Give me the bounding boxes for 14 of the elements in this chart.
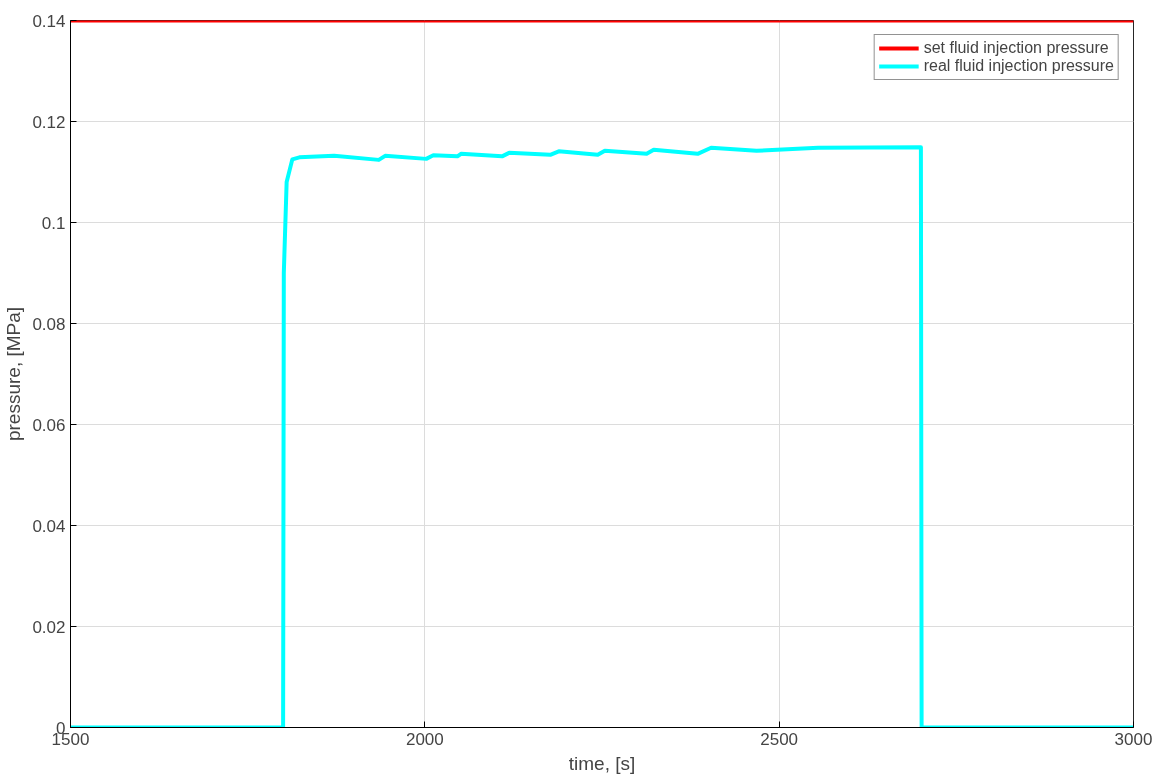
y-axis-title: pressure, [MPa] bbox=[3, 306, 25, 442]
y-tick-label: 0.04 bbox=[32, 516, 66, 536]
legend-label: set fluid injection pressure bbox=[923, 39, 1109, 57]
x-tick-label: 2000 bbox=[405, 729, 444, 749]
y-tick-label: 0.12 bbox=[32, 112, 66, 132]
y-tick-label: 0.08 bbox=[32, 314, 66, 334]
y-tick-label: 0.06 bbox=[32, 415, 66, 435]
x-tick-label: 3000 bbox=[1114, 729, 1153, 749]
x-tick-label: 2500 bbox=[760, 729, 799, 749]
legend-label: real fluid injection pressure bbox=[923, 57, 1114, 75]
y-tick-label: 0.02 bbox=[32, 617, 66, 637]
y-tick-label: 0.1 bbox=[41, 213, 66, 233]
x-axis-title: time, [s] bbox=[568, 752, 636, 774]
y-tick-label: 0.14 bbox=[32, 11, 66, 31]
